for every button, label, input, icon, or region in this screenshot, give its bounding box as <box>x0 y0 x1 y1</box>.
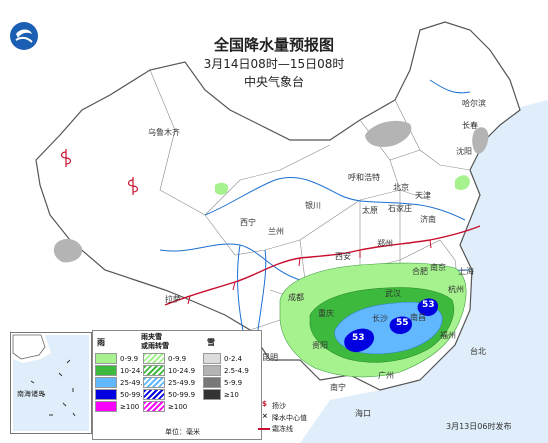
legend-mixed-heading: 雨夹雪 或雨转雪 <box>141 333 169 350</box>
city-shenyang: 沈阳 <box>456 147 472 156</box>
city-changchun: 长春 <box>462 121 478 130</box>
city-wuhan: 武汉 <box>385 289 401 298</box>
rain-patch-qinghai <box>215 182 229 195</box>
city-xining: 西宁 <box>240 218 256 227</box>
city-tianjin: 天津 <box>415 191 431 200</box>
city-xian: 西安 <box>335 252 351 261</box>
legend-snow-row: 0-2.4 <box>203 353 242 364</box>
city-lanzhou: 兰州 <box>268 227 284 236</box>
issue-time: 3月13日06时发布 <box>446 422 512 431</box>
city-harbin: 哈尔滨 <box>462 99 486 108</box>
rain-patch-ne <box>455 175 470 190</box>
legend-rain-row: 50-99.9 <box>95 389 147 400</box>
sea <box>300 100 548 443</box>
city-yinchuan: 银川 <box>305 201 321 210</box>
legend-rain-row: 0-9.9 <box>95 353 138 364</box>
legend-mixed-row: 50-99.9 <box>143 389 195 400</box>
legend-rain-row: ≥100 <box>95 401 139 412</box>
sand-markers <box>60 149 139 195</box>
city-changsha: 长沙 <box>372 314 388 323</box>
legend-mixed-row: 25-49.9 <box>143 377 195 388</box>
legend-rain-heading: 雨 <box>97 338 105 347</box>
legend-snow-row: 2.5-4.9 <box>203 365 249 376</box>
legend-mixed-row: 10-24.9 <box>143 365 195 376</box>
legend-rain-row: 10-24.9 <box>95 365 147 376</box>
forecast-period: 3月14日08时—15日08时 <box>203 57 345 71</box>
frost-line-ticks <box>187 239 432 305</box>
legend-rain-row: 25-49.9 <box>95 377 147 388</box>
frost-line <box>164 225 481 306</box>
city-hefei: 合肥 <box>412 267 428 276</box>
legend-sand: 扬沙 <box>272 402 286 410</box>
city-taipei: 台北 <box>470 347 486 356</box>
legend-center: 降水中心值 <box>272 414 307 422</box>
city-nanchang: 南昌 <box>410 313 426 322</box>
legend-snow-heading: 雪 <box>207 338 215 347</box>
city-jinan: 济南 <box>420 215 436 224</box>
city-guangzhou: 广州 <box>378 371 394 380</box>
legend-unit: 单位：毫米 <box>165 428 200 436</box>
legend-snow-row: 5-9.9 <box>203 377 242 388</box>
legend-mixed-row: ≥100 <box>143 401 187 412</box>
city-beijing: 北京 <box>393 183 409 192</box>
city-fuzhou: 福州 <box>440 331 456 340</box>
rain-center-value: 53 <box>352 333 365 343</box>
south-china-sea-inset: 南海诸岛 <box>10 332 92 434</box>
legend-panel: 雨 雨夹雪 或雨转雪 雪 0-9.9 10-24.9 25-49.9 50-99… <box>92 330 262 440</box>
city-lhasa: 拉萨 <box>165 295 181 304</box>
snow-patch-west <box>53 238 83 263</box>
city-nanning: 南宁 <box>330 383 346 392</box>
city-zhengzhou: 郑州 <box>377 239 393 248</box>
city-hohhot: 呼和浩特 <box>348 173 380 182</box>
rain-50-100-area-c <box>417 298 438 316</box>
city-haikou: 海口 <box>355 409 371 418</box>
rain-center-value: 53 <box>422 300 435 310</box>
city-urumqi: 乌鲁木齐 <box>148 128 180 137</box>
city-nanjing: 南京 <box>430 263 446 272</box>
center-cross-icon: × <box>262 412 268 420</box>
sand-symbol-icon: $ <box>262 400 267 408</box>
inset-label: 南海诸岛 <box>17 390 45 398</box>
city-chengdu: 成都 <box>288 293 304 302</box>
legend-frost: 霜冻线 <box>272 425 293 433</box>
rain-50-100-area-b <box>389 316 412 334</box>
rain-50-100-area-a <box>344 328 375 353</box>
snow-patch-north <box>365 120 412 147</box>
rain-center-value: 55 <box>396 318 409 328</box>
legend-mixed-row: 0-9.9 <box>143 353 186 364</box>
city-hangzhou: 杭州 <box>448 285 464 294</box>
map-title: 全国降水量预报图 <box>213 36 334 54</box>
issuing-agency: 中央气象台 <box>243 75 304 89</box>
legend-snow-row: ≥10 <box>203 389 239 400</box>
snow-patch-northeast <box>472 127 489 154</box>
cma-logo-icon <box>8 20 40 52</box>
city-guiyang: 贵阳 <box>312 341 328 350</box>
frost-line-icon <box>258 428 270 430</box>
city-shijiazhuang: 石家庄 <box>388 204 412 213</box>
city-kunming: 昆明 <box>262 353 278 362</box>
city-taiyuan: 太原 <box>362 206 378 215</box>
city-chongqing: 重庆 <box>318 309 334 318</box>
city-shanghai: 上海 <box>458 267 474 276</box>
